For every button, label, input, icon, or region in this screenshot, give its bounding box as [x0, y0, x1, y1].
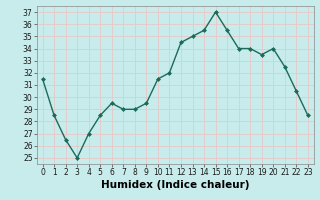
X-axis label: Humidex (Indice chaleur): Humidex (Indice chaleur) — [101, 180, 250, 190]
